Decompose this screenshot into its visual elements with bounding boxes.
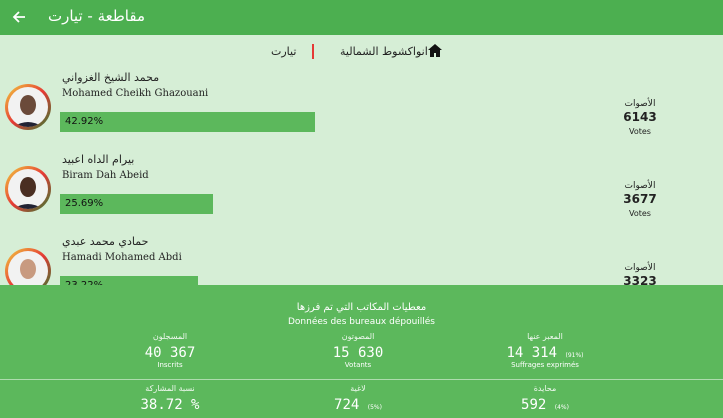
percent-label: 25.69% bbox=[65, 198, 104, 209]
candidate-row: حمادي محمد عبدي Hamadi Mohamed Abdi 23.22%… bbox=[0, 233, 723, 285]
stat-sub: Inscrits bbox=[157, 361, 183, 369]
votes-label: الأصوات bbox=[624, 99, 656, 109]
stat-label: المصوتون bbox=[341, 332, 375, 341]
stat-percent: (5%) bbox=[367, 404, 382, 411]
stat-label: نسبة المشاركة bbox=[145, 384, 195, 393]
votes-box: الأصوات 6143 Votes bbox=[600, 99, 680, 136]
candidate-row: محمد الشيخ الغزواني Mohamed Cheikh Ghazou… bbox=[0, 69, 723, 151]
stat-number: 14 314 bbox=[506, 345, 558, 361]
stat: لاغية 724 (5%) bbox=[268, 384, 448, 413]
stat-percent: (91%) bbox=[565, 352, 584, 359]
candidate-name-ar: محمد الشيخ الغزواني bbox=[62, 71, 160, 84]
votes-count: 3677 bbox=[623, 192, 657, 206]
stat-sub: Suffrages exprimés bbox=[511, 361, 579, 369]
percent-label: 42.92% bbox=[65, 116, 104, 127]
breadcrumb-item[interactable]: انواكشوط الشمالية bbox=[340, 45, 428, 58]
back-button[interactable] bbox=[12, 10, 26, 24]
stat-number: 38.72 % bbox=[140, 397, 200, 413]
candidate-row: بيرام الداه اعبيد Biram Dah Abeid 25.69% ال… bbox=[0, 151, 723, 233]
stat-percent: (4%) bbox=[554, 404, 569, 411]
votes-count: 3323 bbox=[623, 274, 657, 285]
stat-sub: Votants bbox=[344, 361, 372, 369]
votes-label: الأصوات bbox=[624, 263, 656, 273]
summary-title: معطيات المكاتب التي تم فرزها bbox=[296, 302, 427, 313]
stat-label: محايدة bbox=[533, 384, 557, 393]
stat-number: 724 bbox=[334, 397, 360, 413]
home-icon[interactable] bbox=[428, 44, 442, 57]
header-title: مقاطعة - تيارت bbox=[48, 7, 145, 25]
stat-value: 15 630 bbox=[268, 345, 448, 361]
stat-label: المعبر عنها bbox=[527, 332, 563, 341]
stat-value: 40 367 bbox=[80, 345, 260, 361]
votes-count: 6143 bbox=[623, 110, 657, 124]
votes-box: الأصوات3323Votes bbox=[600, 263, 680, 285]
stat-value: 38.72 % bbox=[80, 397, 260, 413]
votes-box: الأصوات 3677 Votes bbox=[600, 181, 680, 218]
result-bar: 23.22% bbox=[60, 276, 198, 285]
votes-label-fr: Votes bbox=[629, 209, 651, 218]
stat-number: 15 630 bbox=[332, 345, 384, 361]
stat: المصوتون 15 630 Votants bbox=[268, 332, 448, 369]
candidate-name-latin: Hamadi Mohamed Abdi bbox=[62, 252, 182, 263]
stat-number: 592 bbox=[521, 397, 547, 413]
stat-value: 592 (4%) bbox=[455, 397, 635, 413]
avatar bbox=[5, 84, 51, 130]
result-bar: 25.69% bbox=[60, 194, 213, 214]
divider bbox=[0, 379, 723, 380]
candidate-list: محمد الشيخ الغزواني Mohamed Cheikh Ghazou… bbox=[0, 69, 723, 285]
breadcrumb: انواكشوط الشمالية تيارت bbox=[0, 35, 723, 69]
breadcrumb-item: تيارت bbox=[271, 45, 297, 58]
separator bbox=[312, 44, 314, 59]
top-bar: مقاطعة - تيارت bbox=[0, 0, 723, 35]
stat: نسبة المشاركة 38.72 % bbox=[80, 384, 260, 413]
stat: المسجلون 40 367 Inscrits bbox=[80, 332, 260, 369]
stat-value: 14 314 (91%) bbox=[455, 345, 635, 361]
result-bar: 42.92% bbox=[60, 112, 315, 132]
stat-value: 724 (5%) bbox=[268, 397, 448, 413]
stat: محايدة 592 (4%) bbox=[455, 384, 635, 413]
votes-label-fr: Votes bbox=[629, 127, 651, 136]
summary-panel: معطيات المكاتب التي تم فرزها Données des… bbox=[0, 285, 723, 418]
candidate-name-latin: Biram Dah Abeid bbox=[62, 170, 149, 181]
stat-label: لاغية bbox=[350, 384, 366, 393]
stat-label: المسجلون bbox=[152, 332, 188, 341]
candidate-name-ar: حمادي محمد عبدي bbox=[62, 235, 149, 248]
stat-number: 40 367 bbox=[144, 345, 196, 361]
summary-subtitle: Données des bureaux dépouillés bbox=[287, 317, 436, 327]
candidate-name-latin: Mohamed Cheikh Ghazouani bbox=[62, 88, 209, 99]
avatar bbox=[5, 248, 51, 285]
percent-label: 23.22% bbox=[65, 280, 103, 285]
avatar bbox=[5, 166, 51, 212]
votes-label: الأصوات bbox=[624, 181, 656, 191]
candidate-name-ar: بيرام الداه اعبيد bbox=[62, 153, 135, 166]
stat: المعبر عنها 14 314 (91%) Suffrages exprimé… bbox=[455, 332, 635, 369]
